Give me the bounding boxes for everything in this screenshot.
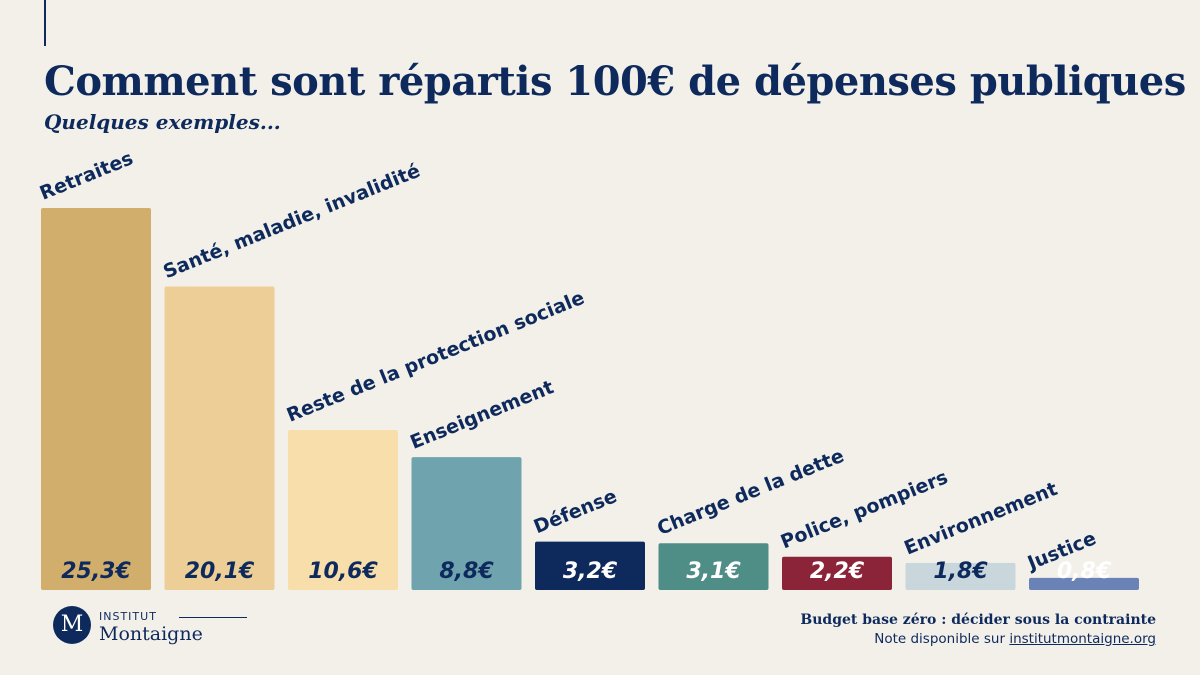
logo-line-montaigne: Montaigne [99, 623, 203, 645]
value-label-7: 2,2€ [810, 559, 865, 584]
chart-title: Comment sont répartis 100€ de dépenses p… [44, 58, 1200, 105]
bar-9[interactable] [1029, 577, 1139, 590]
chart-subtitle: Quelques exemples... [44, 110, 281, 134]
value-label-5: 3,2€ [563, 559, 618, 584]
logo-line-institut: INSTITUT [99, 610, 157, 623]
bar-7[interactable] [782, 556, 892, 590]
category-label-1: Retraites [37, 147, 137, 204]
bar-3[interactable] [288, 429, 398, 590]
footer-title: Budget base zéro : décider sous la contr… [800, 612, 1156, 628]
footer-link[interactable]: institutmontaigne.org [1009, 631, 1156, 647]
value-label-4: 8,8€ [439, 559, 494, 584]
accent-line [44, 0, 46, 46]
value-label-9: 0,8€ [1057, 559, 1112, 584]
value-label-2: 20,1€ [185, 559, 255, 584]
footer: Budget base zéro : décider sous la contr… [800, 612, 1156, 647]
category-label-3: Reste de la protection sociale [284, 287, 588, 427]
value-label-6: 3,1€ [686, 559, 741, 584]
logo-rule [179, 617, 247, 618]
category-label-5: Défense [531, 485, 620, 538]
bar-2[interactable] [164, 286, 275, 590]
footer-note: Note disponible sur institutmontaigne.or… [800, 631, 1156, 647]
bar-5[interactable] [535, 541, 645, 590]
value-label-3: 10,6€ [308, 559, 378, 584]
category-label-2: Santé, maladie, invalidité [160, 160, 423, 283]
bar-6[interactable] [658, 543, 769, 590]
value-label-1: 25,3€ [61, 559, 131, 584]
bar-4[interactable] [411, 457, 522, 590]
value-label-8: 1,8€ [933, 559, 988, 584]
logo-monogram-icon: M [53, 606, 91, 644]
bar-8[interactable] [905, 562, 1016, 590]
footer-note-prefix: Note disponible sur [874, 631, 1010, 647]
category-label-4: Enseignement [407, 376, 557, 454]
bar-1[interactable] [41, 208, 151, 590]
